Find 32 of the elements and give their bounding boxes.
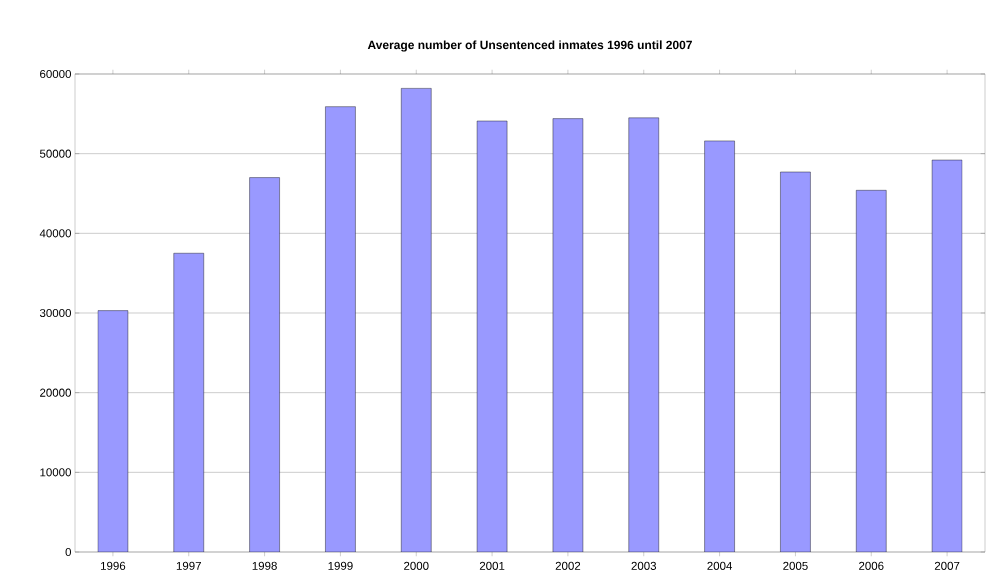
chart-title: Average number of Unsentenced inmates 1996 until 2007 — [367, 40, 692, 52]
y-tick-label: 30000 — [39, 308, 72, 318]
x-tick-label: 2005 — [783, 561, 808, 570]
bar — [476, 120, 508, 552]
bar — [704, 140, 735, 552]
x-tick-label: 1997 — [176, 561, 201, 570]
bar — [97, 310, 129, 552]
y-tick-label: 60000 — [40, 69, 72, 79]
bar — [249, 177, 280, 552]
x-tick-label: 2004 — [707, 561, 733, 570]
y-tick-label: 50000 — [39, 149, 72, 158]
x-tick-label: 1999 — [328, 561, 353, 570]
x-tick-label: 2001 — [479, 561, 505, 570]
x-tick-label: 2000 — [404, 561, 429, 570]
y-tick-label: 20000 — [40, 388, 72, 397]
x-tick-label: 2003 — [631, 561, 657, 570]
y-tick-label: 10000 — [40, 468, 72, 477]
bar — [780, 171, 811, 552]
x-tick-label: 1998 — [252, 561, 277, 570]
bar — [931, 159, 963, 552]
x-tick-label: 1996 — [101, 561, 126, 570]
y-tick-label: 40000 — [39, 229, 72, 238]
bar — [401, 88, 432, 552]
bar — [552, 118, 584, 552]
x-tick-label: 2006 — [859, 561, 884, 570]
bar — [856, 190, 887, 552]
bar — [325, 106, 356, 552]
y-tick-label: 0 — [65, 547, 72, 557]
x-tick-label: 2002 — [555, 561, 581, 570]
bar — [628, 117, 659, 552]
bar — [173, 253, 204, 552]
x-tick-label: 2007 — [934, 561, 960, 570]
